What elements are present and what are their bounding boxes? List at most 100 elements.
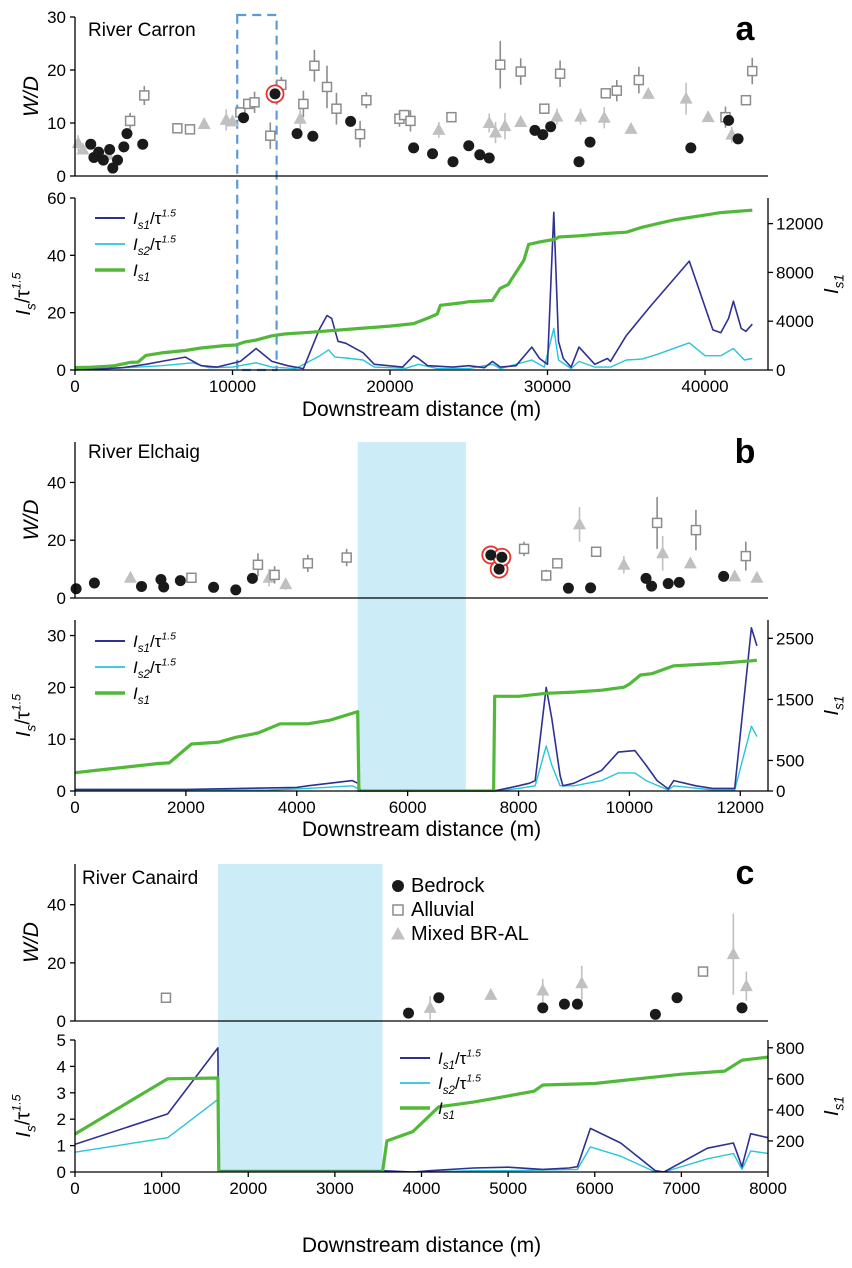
panel-b-right-ytick-label: 1500 (776, 690, 814, 709)
panel-a-alluvial-point (331, 103, 342, 114)
panel-c-mixed-point (575, 976, 589, 989)
panel-b-bedrock-point (718, 570, 730, 582)
panel-b-series-is1-tau (75, 627, 758, 792)
panel-c-left-ytick-label: 0 (57, 1163, 66, 1182)
panel-b-alluvial-point (252, 559, 264, 571)
panel-c-top-ytick-label: 20 (47, 954, 66, 973)
panel-c-mixed-point (484, 987, 498, 1000)
panel-b-bedrock-point (662, 578, 674, 590)
panel-a-bedrock-point (97, 154, 109, 166)
panel-c-legend-label: Is2/τ1.5 (438, 1072, 481, 1096)
panel-a-xtick-label: 30000 (524, 377, 571, 396)
panel-b-mixed-point (683, 556, 697, 569)
panel-c-series-is2-tau (75, 1098, 768, 1172)
panel-a-alluvial-point (600, 88, 612, 99)
panel-a-alluvial-point (398, 109, 410, 121)
panel-b-right-ylabel: Is1 (821, 696, 847, 716)
panel-b-bedrock-point (70, 583, 82, 595)
panel-b-mixed-point (279, 577, 293, 590)
panel-c-left-ytick-label: 4 (57, 1057, 66, 1076)
panel-b-alluvial-point (269, 569, 280, 581)
panel-a-mixed-point (641, 86, 655, 99)
panel-c-bedrock-point (736, 1002, 748, 1014)
panel-a-river-name: River Carron (88, 20, 196, 41)
panel-b-bedrock-point (158, 581, 170, 593)
legend-symbol-label: Alluvial (411, 899, 474, 921)
panel-a-mixed-point (679, 91, 693, 104)
panel-a-xtick-label: 0 (70, 377, 79, 396)
panel-a-left-ytick-label: 0 (57, 361, 66, 380)
panel-c-bedrock-point (558, 998, 570, 1010)
panel-a-alluvial-point (249, 97, 260, 108)
panel-b-bedrock-point (174, 575, 186, 587)
panel-a-alluvial-point (539, 103, 550, 114)
panel-b-river-name: River Elchaig (88, 442, 200, 463)
panel-a-bedrock-point (732, 133, 744, 145)
panel-a-series-is1 (75, 208, 753, 370)
panel-a-mixed-point (701, 110, 715, 123)
panel-c-mixed-point (423, 1000, 437, 1013)
panel-a-series-is1-tau (75, 211, 753, 371)
panel-b-bedrock-point (646, 580, 658, 592)
panel-c-bedrock-point (649, 1008, 661, 1020)
panel-a-mixed-point (574, 109, 588, 122)
panel-b-mixed-point (750, 570, 764, 583)
panel-b-bedrock-point (230, 584, 242, 596)
panel-c-bedrock-point (433, 992, 445, 1004)
panel-a-left-ylabel: Is/τ1.5 (10, 272, 39, 315)
panel-b-xlabel: Downstream distance (m) (302, 818, 541, 841)
panel-a-mixed-point (514, 114, 528, 127)
panel-b-bedrock-point (640, 572, 652, 584)
panel-a-xtick-label: 40000 (681, 377, 728, 396)
panel-b-alluvial-point (540, 570, 552, 581)
panel-b-legend-label: Is1/τ1.5 (133, 630, 176, 654)
panel-a-bedrock-point (107, 162, 119, 174)
panel-a-top-ytick-label: 30 (47, 8, 66, 27)
panel-b-mixed-point (123, 570, 137, 583)
panel-b-bedrock-point (246, 572, 258, 584)
panel-b-xtick-label: 10000 (606, 798, 653, 817)
panel-a-mixed-point (624, 121, 638, 134)
panel-c-xlabel: Downstream distance (m) (302, 1234, 541, 1257)
panel-c-right-ytick-label: 200 (776, 1132, 804, 1151)
panel-a-series-is2-tau (75, 327, 753, 371)
panel-a-alluvial-point (172, 123, 183, 134)
panel-c-xtick-label: 2000 (229, 1179, 267, 1198)
panel-c-left-ytick-label: 2 (57, 1110, 66, 1129)
panel-a-legend-label: Is2/τ1.5 (133, 233, 176, 257)
panel-a-mixed-point (489, 125, 503, 138)
panel-b-mixed-point (617, 557, 631, 570)
panel-c-xtick-label: 5000 (489, 1179, 527, 1198)
panel-a-mixed-point (76, 142, 90, 155)
panel-b-alluvial-point (552, 558, 563, 569)
panel-c-right-ytick-label: 400 (776, 1101, 804, 1120)
panel-a-bedrock-point (345, 115, 357, 127)
panel-a-alluvial-point (446, 111, 457, 123)
panel-a-xlabel: Downstream distance (m) (302, 398, 541, 421)
panel-a-bedrock-point (537, 129, 549, 141)
panel-a-alluvial-point (747, 65, 758, 77)
panel-b-letter: b (735, 433, 756, 471)
panel-a-highlight-box (236, 13, 278, 372)
panel-a-alluvial-point (740, 94, 752, 106)
panel-b-alluvial-point (690, 524, 702, 536)
panel-a-bedrock-point (474, 149, 486, 161)
panel-a-alluvial-point (515, 66, 526, 77)
panel-a-right-ytick-label: 12000 (776, 215, 823, 234)
panel-b-top-ytick-label: 40 (47, 473, 66, 492)
panel-c-letter: c (736, 854, 755, 892)
panel-a-top-ytick-label: 0 (57, 167, 66, 186)
panel-c-mixed-point (536, 983, 550, 996)
panel-c-left-ytick-label: 3 (57, 1084, 66, 1103)
panel-b-left-ylabel: Is/τ1.5 (10, 694, 39, 737)
panel-a-mixed-point (550, 109, 564, 122)
panel-b-xtick-label: 4000 (278, 798, 316, 817)
panel-c-river-name: River Canaird (82, 868, 198, 889)
panel-b-alluvial-point (186, 572, 197, 584)
panel-a-alluvial-point (321, 81, 333, 93)
panel-c-right-ytick-label: 800 (776, 1039, 804, 1058)
panel-b-alluvial-point (740, 550, 752, 562)
panel-c-excluded-region (217, 864, 383, 1172)
panel-a-mixed-point (226, 114, 239, 127)
